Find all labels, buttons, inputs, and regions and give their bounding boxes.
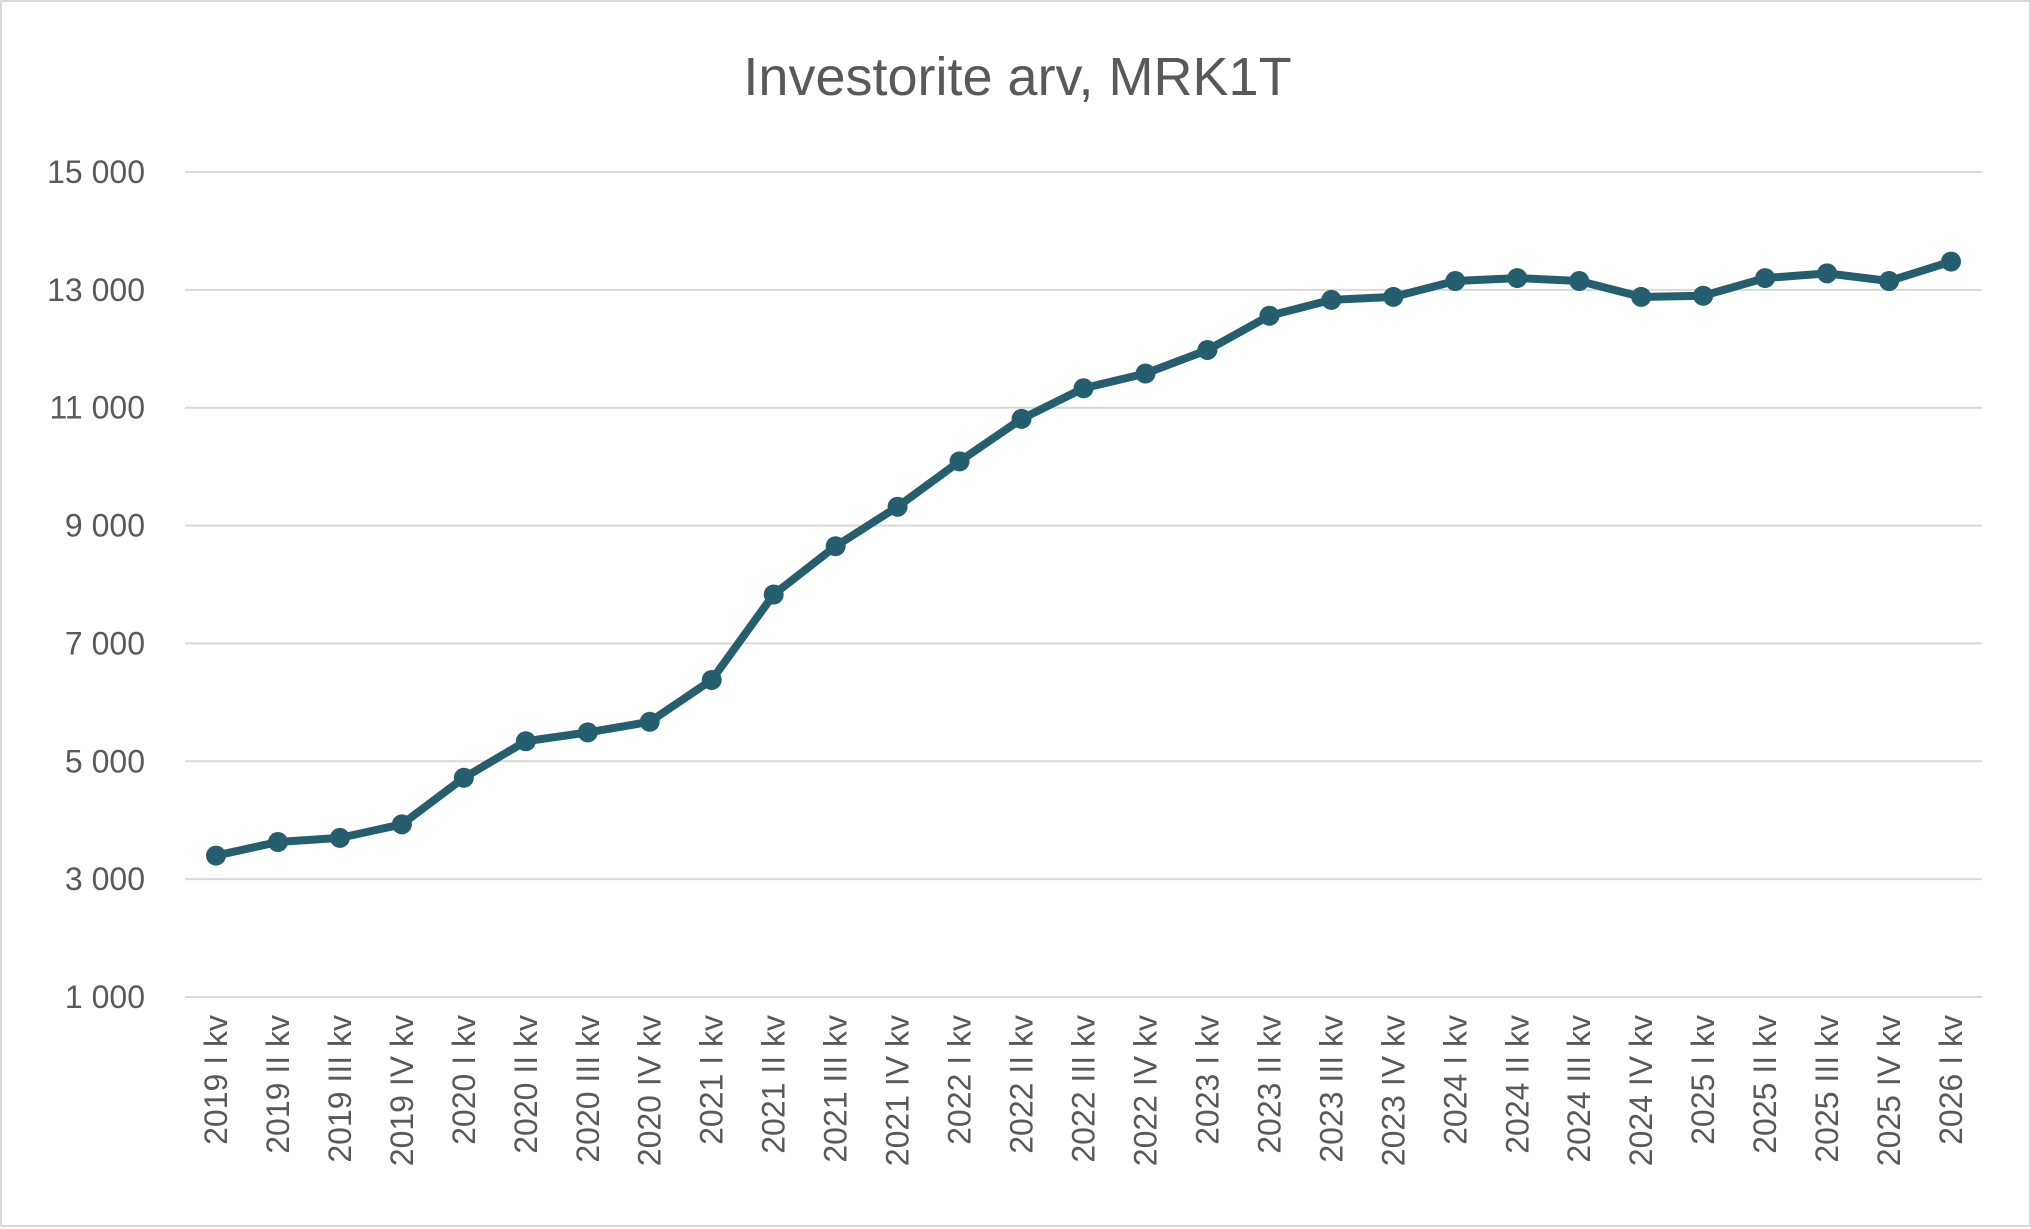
- data-point: [887, 496, 908, 517]
- y-tick-label: 7 000: [65, 625, 145, 661]
- data-point: [1321, 289, 1342, 310]
- data-point: [639, 711, 660, 732]
- x-tick-label: 2022 II kv: [1004, 1015, 1040, 1154]
- x-tick-label: 2023 IV kv: [1375, 1015, 1411, 1166]
- x-tick-label: 2021 III kv: [818, 1015, 854, 1163]
- x-tick-label: 2022 III kv: [1066, 1015, 1102, 1163]
- x-tick-label: 2025 I kv: [1685, 1015, 1721, 1145]
- x-tick-label: 2023 II kv: [1251, 1015, 1287, 1154]
- x-tick-label: 2022 IV kv: [1127, 1015, 1163, 1166]
- x-tick-label: 2024 III kv: [1561, 1015, 1597, 1163]
- x-tick-label: 2019 III kv: [322, 1015, 358, 1163]
- x-tick-label: 2020 IV kv: [632, 1015, 668, 1166]
- x-tick-label: 2020 III kv: [570, 1015, 606, 1163]
- data-point: [1073, 378, 1094, 399]
- x-axis-tick-labels: 2019 I kv 2019 II kv 2019 III kv 2019 IV kv…: [198, 1015, 1969, 1166]
- series-points: [205, 251, 1962, 866]
- data-point: [949, 451, 970, 472]
- x-tick-label: 2024 I kv: [1437, 1015, 1473, 1145]
- data-point: [1879, 271, 1900, 292]
- y-axis-tick-labels: 1 000 3 000 5 000 7 000 9 000 11 000 13 000 15 …: [47, 154, 145, 1015]
- data-point: [267, 832, 288, 853]
- data-point: [1693, 285, 1714, 306]
- y-tick-label: 5 000: [65, 743, 145, 779]
- data-point: [391, 814, 412, 835]
- data-point: [1569, 271, 1590, 292]
- x-tick-label: 2023 III kv: [1313, 1015, 1349, 1163]
- data-point: [515, 731, 536, 752]
- x-tick-label: 2022 I kv: [942, 1015, 978, 1145]
- x-tick-label: 2019 IV kv: [384, 1015, 420, 1166]
- x-tick-label: 2021 IV kv: [880, 1015, 916, 1166]
- x-tick-label: 2026 I kv: [1933, 1015, 1969, 1145]
- x-tick-label: 2021 II kv: [756, 1015, 792, 1154]
- data-point: [1941, 251, 1962, 272]
- chart-title: Investorite arv, MRK1T: [743, 47, 1292, 107]
- data-point: [1135, 363, 1156, 384]
- data-point: [1507, 268, 1528, 289]
- x-tick-label: 2025 III kv: [1809, 1015, 1845, 1163]
- data-point: [205, 845, 226, 866]
- data-point: [763, 584, 784, 605]
- x-tick-label: 2024 IV kv: [1623, 1015, 1659, 1166]
- x-tick-label: 2025 II kv: [1747, 1015, 1783, 1154]
- data-point: [1755, 268, 1776, 289]
- series-line-layer: [211, 257, 1956, 860]
- x-tick-label: 2023 I kv: [1189, 1015, 1225, 1145]
- y-tick-label: 11 000: [50, 390, 146, 426]
- x-tick-label: 2020 I kv: [446, 1015, 482, 1145]
- x-tick-label: 2025 IV kv: [1871, 1015, 1907, 1166]
- data-point: [1197, 339, 1218, 360]
- y-tick-label: 3 000: [65, 861, 145, 897]
- data-point: [1817, 263, 1838, 284]
- data-point: [1383, 286, 1404, 307]
- data-point: [1011, 408, 1032, 429]
- data-point: [1631, 286, 1652, 307]
- x-tick-label: 2020 II kv: [508, 1015, 544, 1154]
- data-point: [1259, 305, 1280, 326]
- data-point: [329, 827, 350, 848]
- data-point: [701, 669, 722, 690]
- y-tick-label: 13 000: [47, 272, 145, 308]
- y-tick-label: 15 000: [47, 154, 145, 190]
- x-tick-label: 2019 II kv: [260, 1015, 296, 1154]
- x-tick-label: 2019 I kv: [198, 1015, 234, 1145]
- x-tick-label: 2024 II kv: [1499, 1015, 1535, 1154]
- data-point: [1445, 271, 1466, 292]
- x-tick-label: 2021 I kv: [694, 1015, 730, 1145]
- y-tick-label: 1 000: [65, 979, 145, 1015]
- data-point: [577, 722, 598, 743]
- y-tick-label: 9 000: [65, 508, 145, 544]
- data-point: [453, 767, 474, 788]
- data-point: [825, 536, 846, 557]
- series-line: [211, 257, 1956, 860]
